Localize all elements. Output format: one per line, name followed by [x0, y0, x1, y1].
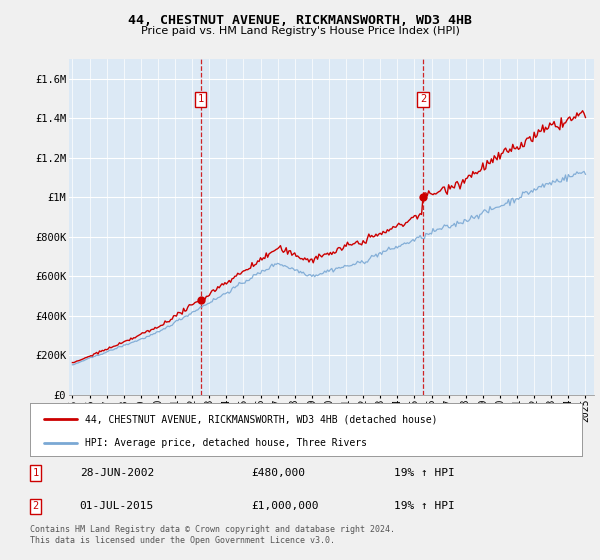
- Text: 1: 1: [32, 468, 38, 478]
- Text: 28-JUN-2002: 28-JUN-2002: [80, 468, 154, 478]
- Text: 44, CHESTNUT AVENUE, RICKMANSWORTH, WD3 4HB (detached house): 44, CHESTNUT AVENUE, RICKMANSWORTH, WD3 …: [85, 414, 438, 424]
- Text: Price paid vs. HM Land Registry's House Price Index (HPI): Price paid vs. HM Land Registry's House …: [140, 26, 460, 36]
- Text: 2: 2: [420, 94, 426, 104]
- Text: £1,000,000: £1,000,000: [251, 501, 319, 511]
- Text: 1: 1: [197, 94, 203, 104]
- Text: £480,000: £480,000: [251, 468, 305, 478]
- Text: HPI: Average price, detached house, Three Rivers: HPI: Average price, detached house, Thre…: [85, 438, 367, 448]
- Text: 19% ↑ HPI: 19% ↑ HPI: [394, 501, 455, 511]
- Text: 2: 2: [32, 501, 38, 511]
- Text: 19% ↑ HPI: 19% ↑ HPI: [394, 468, 455, 478]
- Text: 01-JUL-2015: 01-JUL-2015: [80, 501, 154, 511]
- Text: Contains HM Land Registry data © Crown copyright and database right 2024.
This d: Contains HM Land Registry data © Crown c…: [30, 525, 395, 545]
- Text: 44, CHESTNUT AVENUE, RICKMANSWORTH, WD3 4HB: 44, CHESTNUT AVENUE, RICKMANSWORTH, WD3 …: [128, 14, 472, 27]
